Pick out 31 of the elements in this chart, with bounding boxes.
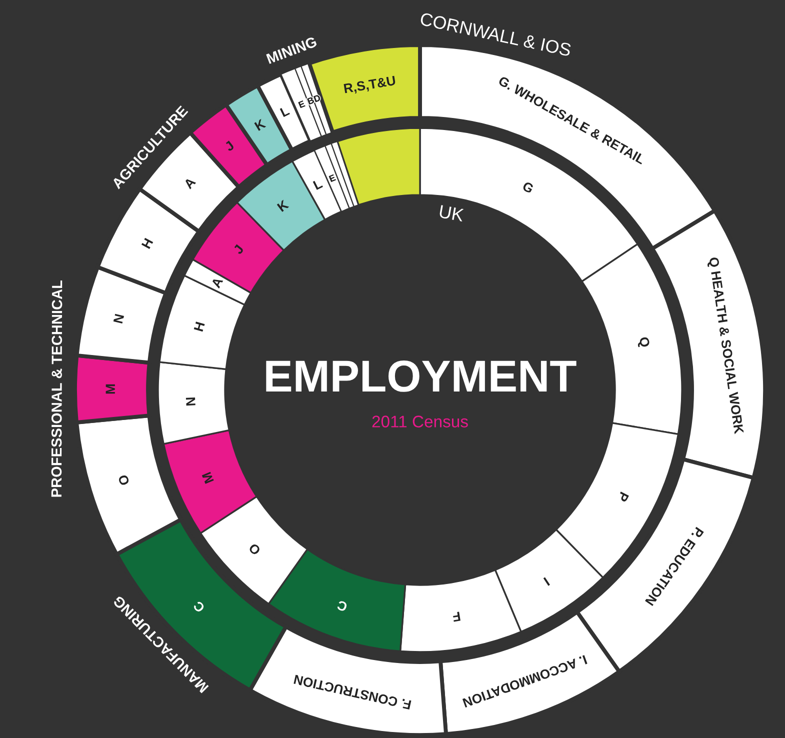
slice-label: L — [280, 106, 290, 117]
slice-label: M — [106, 384, 115, 394]
data-label: N — [186, 397, 196, 406]
text: EMPLOYMENT — [266, 360, 576, 392]
data-label: H — [194, 322, 205, 332]
slice-label: D — [314, 94, 321, 102]
data-label: M — [202, 472, 214, 484]
text: 2011 Census — [372, 416, 468, 428]
data-label: O — [248, 542, 262, 556]
data-label: K — [276, 200, 290, 212]
slice-label: R,S,T&U — [344, 76, 396, 96]
data-label: L — [312, 178, 323, 190]
slice-label: UK — [439, 205, 464, 222]
slice-label: O — [118, 474, 130, 486]
data-label: Q — [636, 336, 650, 348]
slice-label: H — [141, 238, 154, 249]
data-label: E — [328, 174, 336, 182]
text: PROFESSIONAL & TECHNICAL — [51, 280, 62, 497]
slice-label: Q HEALTH & SOCIAL WORK — [706, 257, 744, 435]
slice-label: K — [254, 118, 266, 131]
data-label: P — [617, 492, 629, 502]
data-label: F — [452, 612, 460, 622]
slice-label: B — [307, 96, 314, 105]
data-label: G — [522, 181, 534, 194]
slice-label: N — [113, 314, 124, 324]
data-label: C — [336, 600, 348, 612]
data-label: I — [543, 577, 550, 586]
data-label: A — [210, 276, 224, 289]
slice-label: E — [298, 100, 306, 108]
data-label: J — [232, 244, 244, 255]
slice-label: J — [224, 140, 235, 152]
